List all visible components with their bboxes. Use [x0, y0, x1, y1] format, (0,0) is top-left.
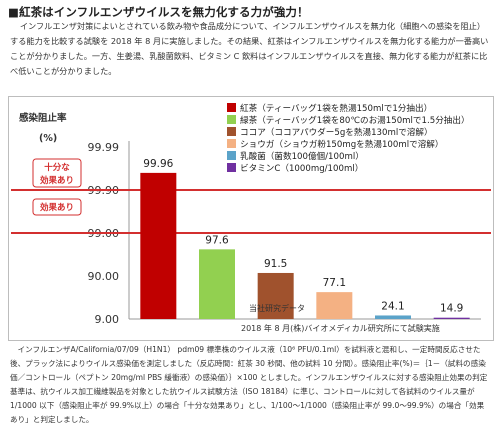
infection-prevention-chart: 感染阻止率(%)99.9999.9099.0090.009.00十分な効果あり効… — [11, 102, 491, 333]
bar-5 — [433, 317, 470, 319]
y-tick-label: 99.99 — [88, 141, 120, 154]
legend-swatch — [227, 127, 236, 136]
source-line-1: 当社研究データ — [249, 303, 305, 313]
threshold-label-effective: 効果あり — [40, 202, 74, 213]
threshold-badge-effective — [32, 198, 82, 216]
bar-3 — [316, 292, 353, 319]
legend-label: ショウガ（ショウガ粉150mgを熱湯100mlで溶解） — [240, 138, 444, 150]
bar-4 — [375, 315, 411, 319]
chart-panel: 感染阻止率 (%) 99.99 99.90 99.00 90.00 9.00 十分な 効果あり効… — [8, 96, 494, 341]
legend-label: 紅茶（ティーバッグ1袋を熱湯150mlで1分抽出） — [240, 102, 432, 114]
intro-text: インフルエンザ対策によいとされている飲み物や食品成分について、インフルエンザウイ… — [10, 21, 489, 76]
threshold-label-sufficient-2: 効果あり — [40, 175, 74, 186]
bar-value-label: 91.5 — [264, 258, 287, 270]
legend-label: 緑茶（ティーバッグ1袋を80℃のお湯150mlで1.5分抽出） — [240, 114, 470, 126]
threshold-label-sufficient: 十分な — [44, 162, 70, 173]
y-axis-label: 感染阻止率 — [19, 112, 67, 124]
bar-value-label: 24.1 — [381, 300, 404, 312]
intro-paragraph: インフルエンザ対策によいとされている飲み物や食品成分について、インフルエンザウイ… — [10, 19, 490, 79]
source-line-2: 2018 年 8 月(株)バイオメディカル研究所にて試験実施 — [241, 323, 440, 333]
legend-swatch — [227, 163, 236, 172]
legend-label: 乳酸菌（菌数100億個/100ml） — [240, 150, 364, 162]
page-title: ■紅茶はインフルエンザウイルスを無力化する力が強力！ — [8, 5, 309, 19]
bar-value-label: 97.6 — [205, 234, 229, 246]
y-tick-label: 9.00 — [95, 313, 120, 326]
bar-value-label: 99.96 — [143, 158, 173, 170]
bar-1 — [199, 249, 235, 319]
legend-swatch — [227, 103, 236, 112]
legend-label: ビタミンC（1000mg/100ml） — [240, 163, 363, 174]
method-notes-text: インフルエンザA/California/07/09（H1N1） pdm09 標準… — [10, 345, 488, 424]
legend-swatch — [227, 115, 236, 124]
legend-label: ココア（ココアパウダー5gを熱湯130mlで溶解） — [240, 126, 433, 138]
y-tick-label: 90.00 — [88, 270, 120, 283]
y-axis-unit: (%) — [39, 133, 57, 144]
bar-0 — [140, 172, 177, 319]
bar-2 — [257, 272, 294, 319]
method-notes: インフルエンザA/California/07/09（H1N1） pdm09 標準… — [10, 343, 490, 427]
bar-value-label: 14.9 — [440, 303, 463, 315]
legend-swatch — [227, 151, 236, 160]
threshold-badge-sufficient — [32, 158, 82, 188]
legend-swatch — [227, 139, 236, 148]
bar-value-label: 77.1 — [323, 277, 346, 289]
